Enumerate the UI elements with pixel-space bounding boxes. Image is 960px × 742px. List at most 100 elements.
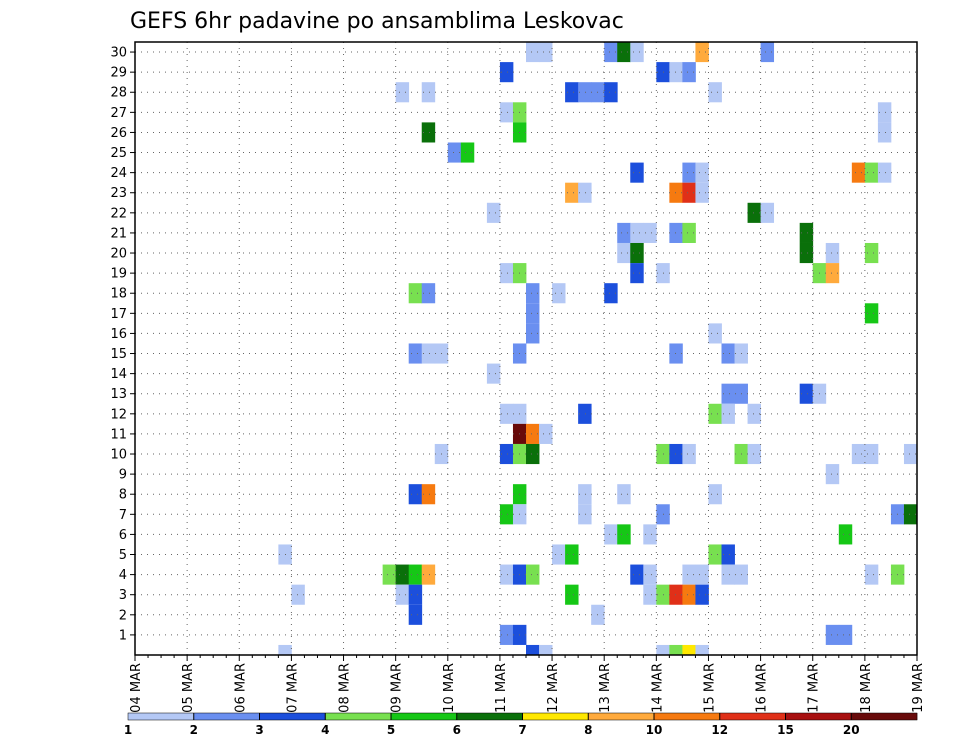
y-tick-label: 28 [110, 86, 127, 101]
y-tick-label: 11 [110, 427, 127, 442]
heatmap-cell [408, 484, 423, 505]
heatmap-cell [877, 102, 892, 123]
heatmap-cell [721, 564, 735, 585]
x-tick-label: 04 MAR [129, 663, 144, 713]
colorbar-swatch [719, 713, 786, 720]
y-tick-label: 2 [119, 608, 127, 623]
y-tick-label: 4 [119, 568, 127, 583]
colorbar-label: 2 [190, 723, 198, 737]
heatmap-cell [395, 82, 410, 103]
heatmap-cell [708, 323, 722, 344]
heatmap-cell [565, 182, 579, 203]
y-tick-label: 23 [110, 186, 127, 201]
heatmap-cell [682, 644, 696, 655]
y-tick-label: 19 [110, 267, 127, 282]
y-tick-label: 7 [119, 508, 127, 523]
heatmap-cell [565, 584, 579, 605]
heatmap-cell [499, 263, 514, 284]
heatmap-cells [278, 42, 918, 655]
heatmap-cell [682, 62, 696, 83]
heatmap-cell [708, 82, 722, 103]
heatmap-cell [499, 443, 514, 465]
heatmap-cell [382, 564, 397, 585]
heatmap-cell [747, 443, 761, 465]
heatmap-cell [578, 403, 592, 424]
heatmap-cell [747, 202, 761, 223]
heatmap-cell [447, 142, 462, 163]
x-tick-label: 18 MAR [859, 663, 874, 713]
heatmap-cell [421, 122, 436, 143]
colorbar-swatch [851, 713, 918, 720]
x-tick-label: 14 MAR [650, 663, 665, 713]
colorbar-label: 4 [321, 723, 329, 737]
heatmap-cell [695, 564, 709, 585]
colorbar-label: 12 [711, 723, 728, 737]
heatmap-cell [408, 604, 423, 625]
heatmap-cell [760, 202, 775, 223]
heatmap-cell [604, 82, 618, 103]
colorbar-label: 1 [124, 723, 132, 737]
colorbar-swatch [193, 713, 260, 720]
colorbar-label: 7 [518, 723, 526, 737]
colorbar-label: 20 [843, 723, 860, 737]
x-tick-label: 15 MAR [702, 663, 717, 713]
y-tick-label: 15 [110, 347, 127, 362]
x-tick-label: 16 MAR [755, 663, 770, 713]
y-tick-label: 21 [110, 226, 127, 241]
y-tick-label: 20 [110, 247, 127, 262]
heatmap-cell [421, 484, 436, 505]
heatmap-cell [617, 222, 631, 243]
heatmap-cell [565, 82, 579, 103]
y-tick-label: 8 [119, 488, 127, 503]
y-tick-label: 18 [110, 287, 127, 302]
heatmap-cell [539, 42, 553, 63]
heatmap-cell [408, 584, 423, 605]
colorbar-swatch [259, 713, 326, 720]
heatmap-cell [825, 242, 840, 264]
heatmap-cell [721, 383, 735, 404]
y-tick-label: 3 [119, 588, 127, 603]
colorbar-label: 5 [387, 723, 395, 737]
x-tick-label: 07 MAR [285, 663, 300, 713]
y-axis: 1234567891011121314151617181920212223242… [110, 46, 135, 643]
heatmap-cell [539, 423, 553, 444]
heatmap-cell [578, 504, 592, 525]
heatmap-cell [630, 242, 644, 264]
y-tick-label: 5 [119, 548, 127, 563]
chart-title: GEFS 6hr padavine po ansamblima Leskovac [130, 9, 624, 34]
heatmap-cell [617, 242, 631, 264]
y-tick-label: 27 [110, 106, 127, 121]
heatmap-cell [578, 182, 592, 203]
heatmap-cell [877, 122, 892, 143]
colorbar-swatch [456, 713, 523, 720]
heatmap-cell [747, 403, 761, 424]
heatmap-cell [669, 584, 683, 605]
heatmap-cell [721, 544, 735, 565]
heatmap-cell [421, 82, 436, 103]
colorbar-swatch [785, 713, 852, 720]
y-tick-label: 30 [110, 46, 127, 61]
heatmap-cell [526, 644, 540, 655]
heatmap-cell [526, 323, 540, 344]
heatmap-cell [499, 624, 514, 645]
heatmap-cell [877, 162, 892, 183]
heatmap-cell [486, 363, 501, 384]
heatmap-cell [499, 102, 514, 123]
heatmap-cell [851, 443, 866, 465]
x-tick-label: 11 MAR [494, 663, 509, 713]
heatmap-cell [799, 242, 814, 264]
y-tick-label: 12 [110, 407, 127, 422]
heatmap-cell [552, 283, 566, 304]
y-tick-label: 6 [119, 528, 127, 543]
heatmap-cell [864, 443, 879, 465]
x-tick-label: 10 MAR [442, 663, 457, 713]
heatmap-cell [669, 62, 683, 83]
y-tick-label: 9 [119, 468, 127, 483]
colorbar-swatch [654, 713, 721, 720]
y-tick-label: 24 [110, 166, 127, 181]
heatmap-cell [499, 504, 514, 525]
x-tick-label: 13 MAR [598, 663, 613, 713]
heatmap-cell [395, 564, 410, 585]
heatmap-cell [669, 182, 683, 203]
